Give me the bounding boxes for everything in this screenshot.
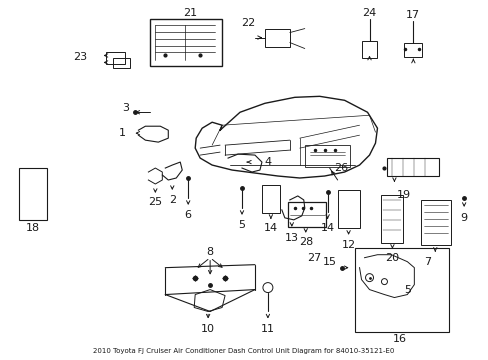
Bar [404, 42, 422, 58]
Bar [361, 41, 377, 58]
Text: 7: 7 [423, 257, 430, 267]
Text: 5: 5 [238, 220, 245, 230]
Text: 25: 25 [148, 197, 162, 207]
Text: 2010 Toyota FJ Cruiser Air Conditioner Dash Control Unit Diagram for 84010-35121: 2010 Toyota FJ Cruiser Air Conditioner D… [93, 348, 394, 354]
Text: 9: 9 [460, 213, 467, 223]
Text: 11: 11 [261, 324, 274, 334]
Text: 12: 12 [341, 240, 355, 250]
Text: 10: 10 [201, 324, 215, 334]
Text: 18: 18 [26, 223, 40, 233]
Bar [112, 58, 130, 68]
Text: 28: 28 [298, 237, 312, 247]
Bar [381, 195, 403, 243]
Bar [304, 145, 349, 167]
Bar [262, 185, 279, 213]
Bar [264, 28, 289, 46]
Text: 3: 3 [122, 103, 129, 113]
Text: 17: 17 [406, 10, 420, 20]
Text: 27: 27 [307, 253, 321, 263]
Text: 4: 4 [264, 157, 271, 167]
Bar [421, 200, 450, 245]
Text: 23: 23 [73, 53, 87, 63]
Text: 8: 8 [206, 247, 213, 257]
Bar [287, 202, 325, 227]
Text: 16: 16 [391, 334, 406, 345]
Text: 24: 24 [362, 8, 376, 18]
Text: 2: 2 [168, 195, 176, 205]
Text: 5: 5 [403, 284, 410, 294]
Bar [105, 53, 125, 64]
Bar [150, 19, 222, 67]
Polygon shape [194, 289, 224, 311]
Text: 19: 19 [397, 190, 410, 200]
Bar [354, 248, 448, 332]
Text: 21: 21 [183, 8, 197, 18]
Text: 20: 20 [385, 253, 399, 263]
Bar [386, 158, 438, 176]
Text: 14: 14 [320, 223, 334, 233]
Text: 13: 13 [284, 233, 298, 243]
Text: 6: 6 [184, 210, 191, 220]
Text: 22: 22 [241, 18, 255, 28]
Bar [337, 190, 359, 228]
Text: 15: 15 [322, 257, 336, 267]
Text: 26: 26 [334, 163, 348, 173]
Bar [19, 168, 47, 220]
Text: 1: 1 [119, 128, 126, 138]
Text: 14: 14 [264, 223, 277, 233]
